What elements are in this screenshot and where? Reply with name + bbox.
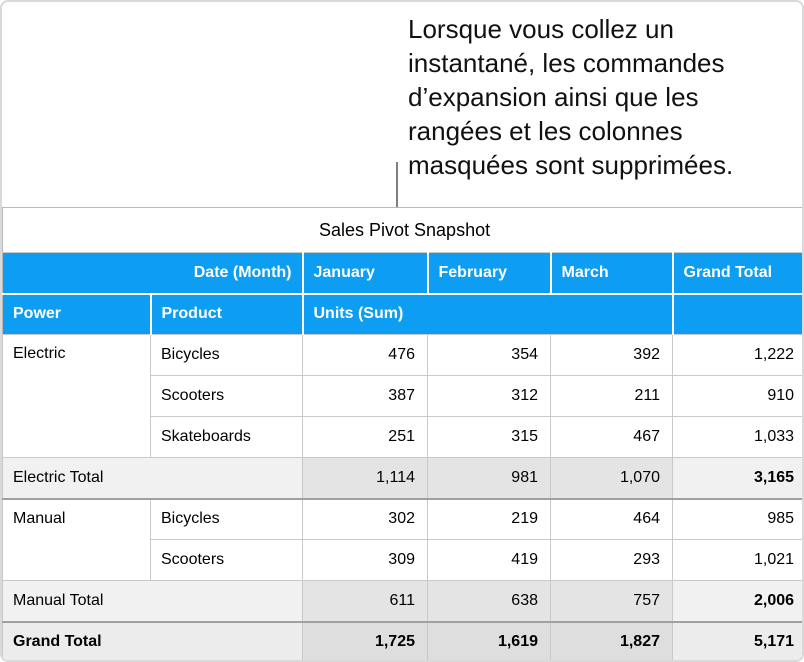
table-row: Skateboards 251 315 467 1,033 [3,416,802,458]
value-march[interactable]: 757 [550,580,673,622]
value-january[interactable]: 309 [302,539,428,581]
callout-line [396,162,398,207]
grand-total-row: Grand Total 1,725 1,619 1,827 5,171 [2,620,802,660]
annotation-line: masquées sont supprimées. [408,150,734,180]
header-march[interactable]: March [550,252,674,295]
subtotal-label[interactable]: Manual Total [2,580,303,622]
value-february[interactable]: 315 [427,416,551,458]
annotation-line: rangées et les colonnes [408,116,683,146]
value-grand-total[interactable]: 985 [671,497,802,540]
value-grand-total[interactable]: 910 [671,375,802,417]
subtotal-row: Electric Total 1,114 981 1,070 3,165 [2,457,802,499]
product-label[interactable]: Skateboards [150,416,303,458]
value-february[interactable]: 312 [427,375,551,417]
annotation-line: d’expansion ainsi que les [408,82,699,112]
table-title: Sales Pivot Snapshot [2,207,802,253]
value-march[interactable]: 1,070 [550,457,673,499]
value-march[interactable]: 464 [550,497,673,540]
column-header-row: Date (Month) January February March Gran… [2,252,802,295]
value-grand-total[interactable]: 1,021 [671,539,802,581]
value-january[interactable]: 387 [302,375,428,417]
value-march[interactable]: 211 [550,375,673,417]
subtotal-label[interactable]: Electric Total [2,457,303,499]
value-march[interactable]: 293 [550,539,673,581]
value-february[interactable]: 638 [427,580,551,622]
table-row: Scooters 387 312 211 910 [3,375,802,417]
title-row: Sales Pivot Snapshot [2,207,802,253]
product-label[interactable]: Scooters [150,375,303,417]
power-group-label[interactable]: Electric [2,334,151,458]
value-march[interactable]: 1,827 [550,620,673,660]
subtotal-row: Manual Total 611 638 757 2,006 [2,580,802,622]
value-march[interactable]: 392 [550,334,673,376]
annotation-text: Lorsque vous collez un instantané, les c… [408,12,800,182]
value-grand-total[interactable]: 1,222 [671,334,802,376]
product-label[interactable]: Bicycles [150,334,303,376]
value-january[interactable]: 251 [302,416,428,458]
power-group-label[interactable]: Manual [2,497,151,581]
header-date-month[interactable]: Date (Month) [2,252,304,295]
value-january[interactable]: 611 [302,580,428,622]
field-header-row: Power Product Units (Sum) [2,293,802,335]
header-units-sum[interactable]: Units (Sum) [302,293,674,335]
product-label[interactable]: Bicycles [150,497,303,540]
value-february[interactable]: 981 [427,457,551,499]
value-february[interactable]: 219 [427,497,551,540]
header-january[interactable]: January [302,252,429,295]
value-january[interactable]: 476 [302,334,428,376]
value-february[interactable]: 1,619 [427,620,551,660]
header-empty-cell [672,293,802,335]
table-row: Electric Bicycles 476 354 392 1,222 [2,334,802,458]
annotation-line: Lorsque vous collez un [408,14,674,44]
annotation-line: instantané, les commandes [408,48,725,78]
table-row: Scooters 309 419 293 1,021 [3,539,802,581]
value-february[interactable]: 354 [427,334,551,376]
value-january[interactable]: 1,114 [302,457,428,499]
header-product[interactable]: Product [150,293,304,335]
value-february[interactable]: 419 [427,539,551,581]
value-grand-total[interactable]: 1,033 [671,416,802,458]
value-january[interactable]: 302 [302,497,428,540]
value-march[interactable]: 467 [550,416,673,458]
pivot-table: Sales Pivot Snapshot Date (Month) Januar… [2,207,802,660]
grand-total-label[interactable]: Grand Total [2,620,303,660]
header-february[interactable]: February [427,252,552,295]
value-grand-total[interactable]: 2,006 [671,580,802,622]
product-label[interactable]: Scooters [150,539,303,581]
header-grand-total[interactable]: Grand Total [672,252,802,295]
table-row: Manual Bicycles 302 219 464 985 [2,497,802,581]
value-grand-total[interactable]: 5,171 [671,620,802,660]
value-january[interactable]: 1,725 [302,620,428,660]
header-power[interactable]: Power [2,293,152,335]
value-grand-total[interactable]: 3,165 [671,457,802,499]
